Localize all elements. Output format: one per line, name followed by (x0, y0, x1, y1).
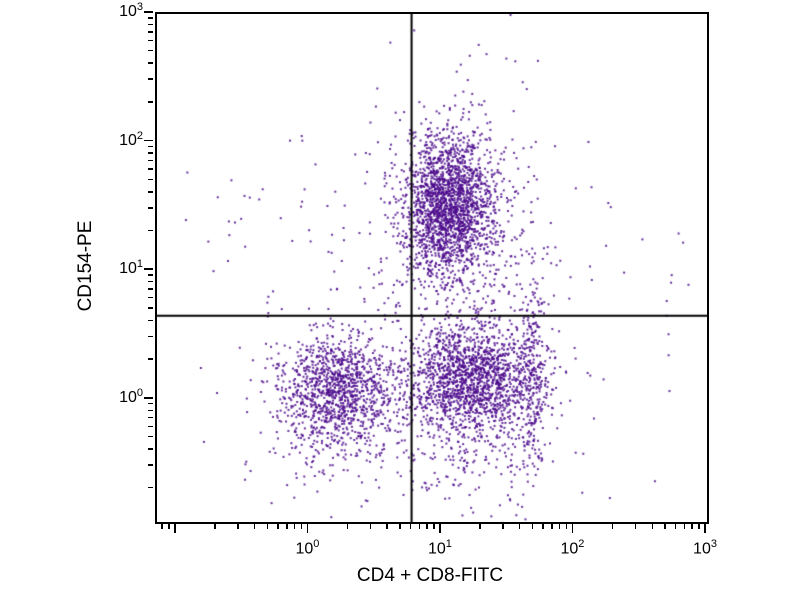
axis-tick (426, 524, 428, 529)
axis-tick (148, 39, 153, 42)
axis-tick (502, 524, 504, 529)
axis-tick (386, 524, 388, 529)
axis-tick (148, 319, 153, 322)
plot-area (155, 12, 709, 524)
axis-tick (148, 335, 153, 338)
axis-tick (148, 78, 153, 80)
axis-tick (148, 159, 153, 162)
axis-tick (551, 524, 553, 529)
axis-tick (293, 524, 296, 529)
axis-tick (565, 524, 568, 529)
axis-tick (168, 524, 170, 529)
axis-tick (369, 524, 372, 529)
axis-tick (148, 416, 153, 419)
axis-tick (148, 274, 153, 276)
axis-tick (148, 178, 153, 181)
axis-tick (148, 101, 153, 103)
axis-tick (651, 524, 653, 529)
axis-tick (148, 152, 153, 154)
axis-tick (674, 524, 677, 529)
axis-tick (148, 191, 153, 193)
axis-tick (698, 524, 700, 529)
axis-tick (148, 207, 153, 209)
axis-tick (174, 524, 176, 533)
axis-tick-label: 100 (119, 386, 143, 406)
axis-tick (611, 524, 614, 529)
axis-tick (214, 524, 216, 529)
axis-tick (542, 524, 544, 529)
axis-tick (266, 524, 269, 529)
axis-tick (144, 139, 153, 142)
axis-tick (691, 524, 693, 529)
axis-tick (571, 524, 574, 533)
axis-tick (439, 524, 441, 533)
axis-tick (161, 524, 163, 529)
scatter-canvas (157, 14, 707, 522)
axis-tick (148, 17, 153, 19)
axis-tick (148, 62, 153, 64)
axis-tick (148, 168, 153, 170)
axis-tick (253, 524, 256, 529)
axis-tick (148, 49, 153, 52)
axis-tick (683, 524, 686, 529)
axis-tick (300, 524, 303, 529)
axis-tick (148, 486, 153, 489)
axis-tick (418, 524, 421, 529)
axis-tick (664, 524, 666, 529)
axis-tick (399, 524, 401, 529)
axis-tick (148, 448, 153, 450)
axis-tick (346, 524, 349, 529)
axis-tick (148, 280, 153, 283)
axis-tick-label: 102 (119, 129, 143, 149)
axis-tick (148, 23, 153, 26)
axis-tick (148, 464, 153, 466)
axis-tick (148, 31, 153, 33)
axis-tick (148, 307, 153, 309)
axis-tick (237, 524, 239, 529)
axis-tick (148, 425, 153, 428)
axis-tick (144, 11, 153, 13)
axis-tick (144, 268, 153, 270)
axis-tick-label: 102 (560, 538, 585, 558)
axis-tick (531, 524, 534, 529)
axis-tick (148, 358, 153, 360)
axis-tick (148, 288, 153, 290)
axis-tick (148, 435, 153, 438)
axis-tick-label: 100 (295, 538, 320, 558)
axis-tick (148, 409, 153, 412)
axis-tick (558, 524, 561, 529)
axis-tick-label: 101 (427, 538, 452, 558)
axis-tick-label: 103 (119, 0, 143, 21)
axis-tick-label: 103 (693, 538, 717, 558)
axis-tick (148, 402, 153, 405)
axis-tick (479, 524, 481, 529)
axis-tick (306, 524, 309, 533)
axis-tick (148, 296, 153, 299)
axis-tick (433, 524, 435, 529)
axis-tick (148, 229, 153, 232)
axis-tick (409, 524, 412, 529)
axis-tick (286, 524, 288, 529)
x-axis-title: CD4 + CD8-FITC (356, 565, 504, 586)
axis-tick (277, 524, 279, 529)
axis-tick (518, 524, 521, 529)
axis-tick (148, 145, 153, 148)
axis-tick (144, 397, 153, 399)
axis-tick (634, 524, 637, 529)
axis-tick (704, 524, 706, 533)
axis-tick-label: 101 (119, 258, 143, 278)
